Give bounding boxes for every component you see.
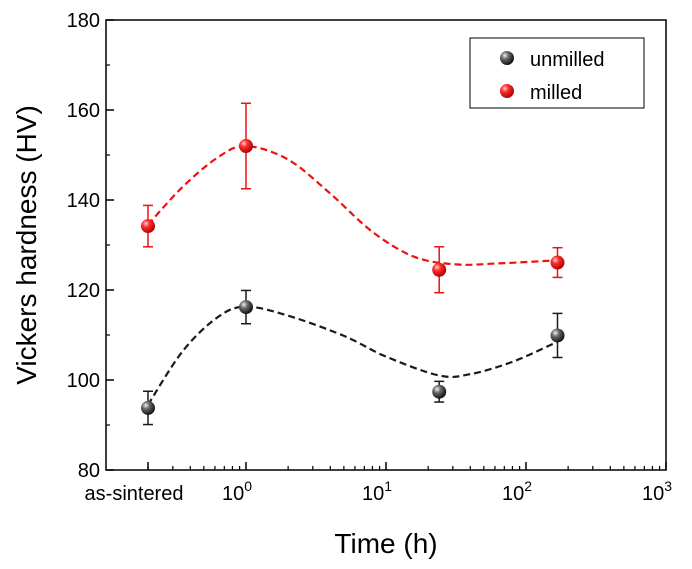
data-point — [141, 219, 155, 234]
data-point — [141, 400, 155, 415]
data-point — [550, 328, 565, 343]
x-axis-title: Time (h) — [334, 528, 437, 559]
series-unmilled — [141, 289, 565, 426]
trend-line-milled — [147, 144, 558, 266]
data-point — [239, 139, 253, 153]
legend-label-milled: milled — [530, 82, 582, 104]
x-tick-label: 102 — [502, 478, 532, 505]
x-tick-label: 103 — [642, 478, 672, 505]
data-point — [432, 262, 447, 277]
y-tick-label: 120 — [67, 280, 100, 302]
x-tick-label: 101 — [362, 478, 392, 505]
legend-box — [469, 37, 645, 109]
legend-marker-milled — [500, 84, 514, 98]
y-tick-label: 80 — [78, 460, 100, 482]
trend-lines — [147, 144, 558, 406]
legend-marker-unmilled — [500, 51, 514, 65]
y-axis-title: Vickers hardness (HV) — [11, 105, 42, 385]
y-tick-label: 160 — [67, 100, 100, 122]
trend-line-unmilled — [147, 305, 558, 406]
data-point — [432, 384, 447, 399]
x-tick-label: 100 — [222, 478, 252, 505]
data-point — [239, 300, 253, 315]
x-tick-label: as-sintered — [85, 483, 184, 505]
data-point — [550, 255, 565, 270]
series-milled — [141, 102, 565, 294]
y-tick-label: 180 — [67, 10, 100, 32]
legend-label-unmilled: unmilled — [530, 49, 604, 71]
legend: unmilled milled — [469, 37, 645, 109]
axis-ticks: 80 100 120 140 160 180 as-sintered 100 101 102 103 — [67, 10, 673, 505]
y-tick-label: 140 — [67, 190, 100, 212]
data-points — [141, 102, 565, 426]
y-tick-label: 100 — [67, 370, 100, 392]
